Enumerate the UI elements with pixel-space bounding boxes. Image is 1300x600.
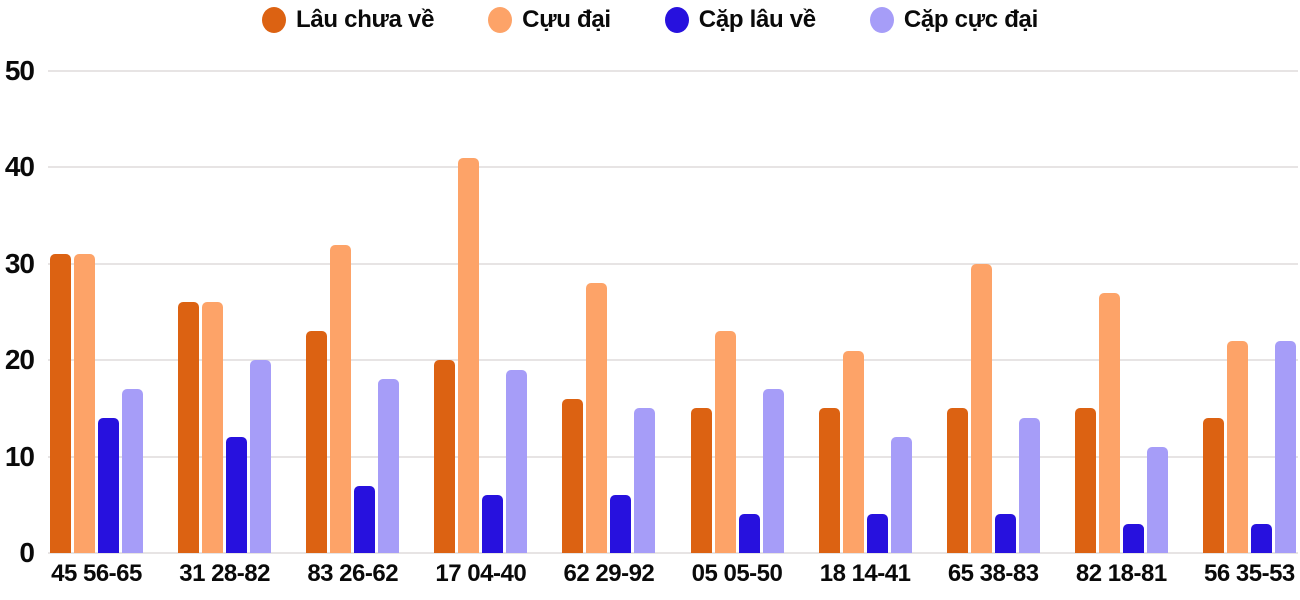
bar-series-3 — [1122, 524, 1144, 553]
x-axis-category-label: 83 26-62 — [307, 560, 399, 587]
bar-series-1 — [178, 302, 200, 553]
bar-series-4 — [378, 379, 400, 553]
gridline — [48, 262, 1298, 265]
bar-series-3 — [610, 495, 632, 553]
x-axis-category-label: 17 04-40 — [435, 560, 527, 587]
legend-label: Lâu chưa về — [296, 6, 435, 33]
bar-series-3 — [482, 495, 504, 553]
chart-legend: Lâu chưa về Cựu đại Cặp lâu về Cặp cực đại — [0, 6, 1300, 34]
y-axis-tick-label: 0 — [19, 537, 35, 568]
bar-series-3 — [994, 514, 1016, 553]
bar-series-4 — [890, 437, 912, 553]
bar-series-4 — [1018, 418, 1040, 553]
bar-series-4 — [1274, 340, 1296, 553]
bar-series-3 — [98, 418, 119, 553]
bar-series-2 — [74, 254, 95, 553]
x-axis-category-label: 18 14-41 — [819, 560, 911, 587]
bar-series-2 — [1098, 292, 1120, 553]
bar-series-1 — [1074, 408, 1096, 553]
y-axis-tick-label: 20 — [4, 344, 35, 376]
bar-series-2 — [458, 157, 480, 553]
x-axis-category-label: 62 29-92 — [563, 560, 655, 587]
gridline — [48, 552, 1298, 554]
bar-series-2 — [330, 244, 352, 553]
y-axis-tick-label: 50 — [4, 55, 35, 86]
bar-group — [306, 244, 400, 553]
bar-series-1 — [818, 408, 840, 553]
bar-series-2 — [714, 331, 736, 553]
bar-series-2 — [970, 263, 992, 553]
y-axis-tick-label: 30 — [4, 247, 35, 279]
legend-swatch-icon — [262, 7, 287, 33]
bar-group — [690, 331, 784, 553]
legend-item: Cặp cực đại — [869, 6, 1038, 34]
x-axis-category-label: 65 38-83 — [947, 560, 1039, 587]
y-axis-tick-label: 10 — [4, 440, 35, 472]
bar-series-1 — [1202, 418, 1224, 553]
x-axis-category-label: 56 35-53 — [1204, 560, 1295, 587]
bar-series-2 — [202, 302, 224, 553]
bar-series-3 — [866, 514, 888, 553]
legend-label: Cặp cực đại — [903, 6, 1038, 33]
bar-series-3 — [738, 514, 760, 553]
bar-group — [50, 254, 143, 553]
gridline — [48, 166, 1298, 169]
legend-item: Lâu chưa về — [262, 6, 434, 34]
legend-item: Cặp lâu về — [664, 6, 816, 34]
bar-group — [1074, 292, 1168, 553]
bar-series-2 — [586, 283, 608, 553]
bar-series-4 — [250, 360, 272, 553]
bar-series-2 — [1226, 340, 1248, 553]
x-axis-category-label: 31 28-82 — [179, 560, 270, 587]
legend-label: Cựu đại — [522, 6, 611, 33]
legend-swatch-icon — [664, 7, 689, 33]
bar-group — [1202, 340, 1296, 553]
legend-swatch-icon — [488, 7, 513, 33]
bar-group — [178, 302, 272, 553]
bar-series-4 — [634, 408, 656, 553]
bar-group — [434, 157, 528, 553]
bar-series-4 — [1146, 446, 1168, 553]
bar-group — [946, 263, 1040, 553]
bar-series-4 — [762, 389, 784, 553]
bar-series-4 — [122, 389, 143, 553]
bar-series-4 — [506, 369, 528, 553]
x-axis-category-label: 82 18-81 — [1075, 560, 1167, 587]
legend-swatch-icon — [869, 7, 894, 33]
bar-series-1 — [306, 331, 328, 553]
bar-series-1 — [434, 360, 456, 553]
bar-series-3 — [354, 485, 376, 553]
x-axis-category-label: 45 56-65 — [51, 560, 142, 587]
y-axis-tick-label: 40 — [4, 151, 35, 183]
bar-group — [562, 283, 656, 553]
gridline — [48, 359, 1298, 362]
legend-label: Cặp lâu về — [698, 6, 816, 33]
gridline — [48, 70, 1298, 72]
bar-series-3 — [1250, 524, 1272, 553]
legend-item: Cựu đại — [488, 6, 611, 34]
bar-group — [818, 350, 912, 553]
bar-series-1 — [946, 408, 968, 553]
bar-series-1 — [562, 398, 584, 553]
bar-series-3 — [226, 437, 248, 553]
bar-series-1 — [690, 408, 712, 553]
bar-series-2 — [842, 350, 864, 553]
bar-series-1 — [50, 254, 71, 553]
x-axis-category-label: 05 05-50 — [691, 560, 783, 587]
gridline — [48, 455, 1298, 458]
